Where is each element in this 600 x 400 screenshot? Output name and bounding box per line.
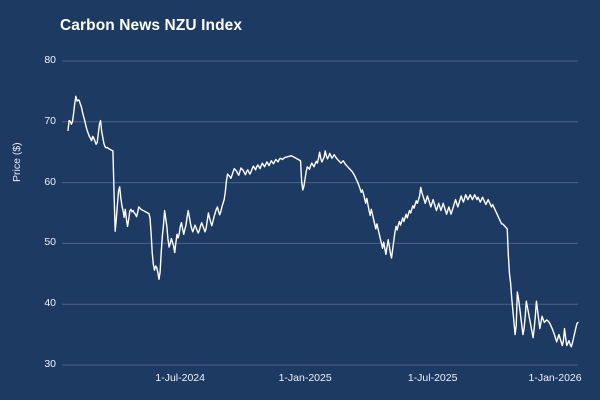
- x-tick-label: 1-Jan-2025: [278, 372, 332, 384]
- y-tick-label: 50: [44, 236, 56, 249]
- x-tick-label: 1-Jul-2025: [407, 372, 458, 384]
- y-tick-label: 80: [44, 54, 56, 66]
- chart-title: Carbon News NZU Index: [60, 17, 243, 34]
- y-tick-label: 30: [44, 358, 56, 370]
- x-tick-label: 1-Jul-2024: [155, 372, 205, 384]
- y-tick-label: 40: [44, 297, 56, 310]
- series-line-nzu-index: [67, 95, 579, 348]
- x-tick-label: 1-Jan-2026: [528, 372, 582, 384]
- gridlines: [62, 60, 578, 366]
- y-tick-label: 60: [44, 175, 56, 188]
- y-tick-label: 70: [44, 114, 56, 127]
